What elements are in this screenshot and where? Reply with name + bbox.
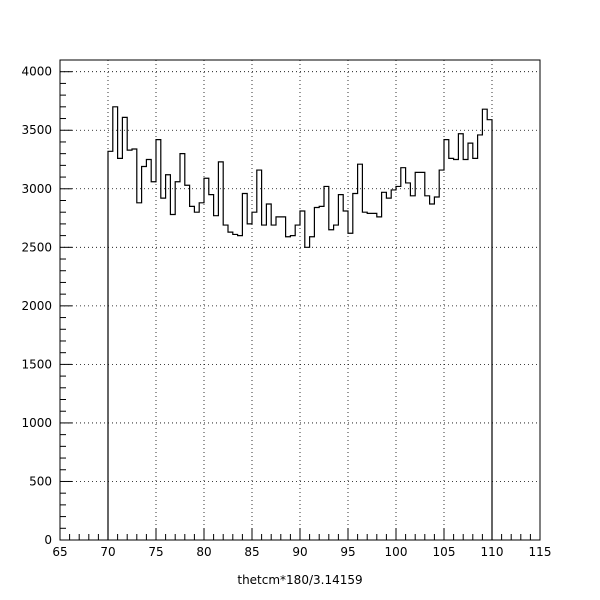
x-tick-label: 95 bbox=[340, 545, 355, 559]
y-tick-label: 3500 bbox=[21, 123, 52, 137]
y-tick-label: 3000 bbox=[21, 182, 52, 196]
x-tick-label: 105 bbox=[433, 545, 456, 559]
x-tick-label: 90 bbox=[292, 545, 307, 559]
x-tick-label: 70 bbox=[100, 545, 115, 559]
y-tick-label: 2000 bbox=[21, 299, 52, 313]
y-tick-label: 0 bbox=[44, 533, 52, 547]
x-tick-label: 65 bbox=[52, 545, 67, 559]
y-tick-label: 2500 bbox=[21, 240, 52, 254]
x-tick-label: 100 bbox=[385, 545, 408, 559]
x-tick-label: 85 bbox=[244, 545, 259, 559]
axis-ticks bbox=[59, 59, 541, 541]
y-tick-label: 1500 bbox=[21, 357, 52, 371]
y-axis-tick-labels: 0 500 1000 1500 2000 2500 3000 3500 4000 bbox=[21, 65, 52, 547]
x-axis-tick-labels: 65 70 75 80 85 90 95 100 105 110 115 bbox=[52, 545, 551, 559]
y-tick-label: 1000 bbox=[21, 416, 52, 430]
grid-lines bbox=[60, 60, 540, 540]
y-tick-label: 4000 bbox=[21, 65, 52, 79]
histogram-series bbox=[107, 106, 493, 540]
x-tick-label: 115 bbox=[529, 545, 552, 559]
y-tick-label: 500 bbox=[29, 474, 52, 488]
x-tick-label: 80 bbox=[196, 545, 211, 559]
x-tick-label: 110 bbox=[481, 545, 504, 559]
x-tick-label: 75 bbox=[148, 545, 163, 559]
x-axis-label: thetcm*180/3.14159 bbox=[237, 573, 362, 587]
